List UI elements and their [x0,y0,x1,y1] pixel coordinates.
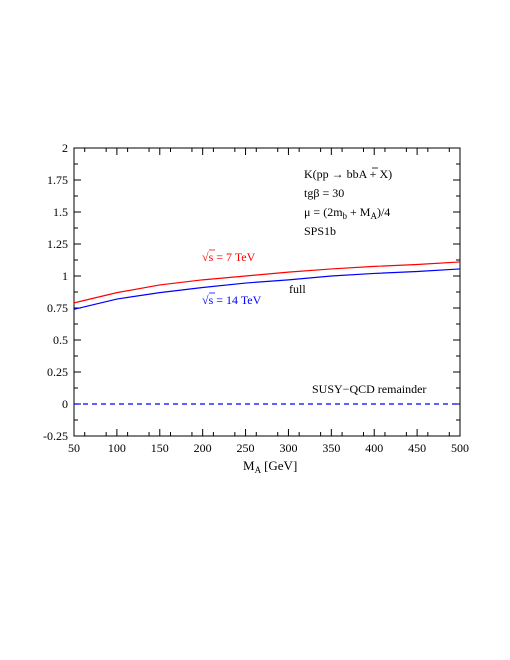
x-axis-label: MA [GeV] [243,458,297,475]
x-tick-label: 450 [408,441,426,455]
mu-label: μ = (2mb + MA)/4 [304,205,390,221]
y-tick-labels: -0.25 0 0.25 0.5 0.75 1 1.25 1.5 1.75 2 [43,141,68,443]
x-tick-label: 250 [237,441,255,455]
x-tick-label: 100 [108,441,126,455]
series-group [73,261,461,405]
axis-ticks [73,147,461,437]
y-tick-label: -0.25 [43,429,68,443]
series-line-1 [73,268,461,310]
y-tick-label: 1.25 [47,237,68,251]
x-tick-label: 300 [279,441,297,455]
full-label: full [289,282,306,296]
x-tick-labels: 50 100 150 200 250 300 350 400 450 500 [68,441,469,455]
sps-label: SPS1b [304,224,336,238]
y-tick-label: 0 [62,397,68,411]
tgbeta-label: tgβ = 30 [304,186,344,200]
y-tick-label: 1.75 [47,173,68,187]
y-tick-label: 1.5 [53,205,68,219]
sqrt-s-7-label: √s = 7 TeV [202,250,256,264]
x-tick-label: 200 [194,441,212,455]
x-tick-label: 350 [322,441,340,455]
process-label: K(pp → bbA + X) [304,167,392,181]
y-tick-label: 0.5 [53,333,68,347]
x-tick-label: 50 [68,441,80,455]
remainder-label: SUSY−QCD remainder [312,382,426,396]
y-tick-label: 1 [62,269,68,283]
x-tick-label: 400 [365,441,383,455]
x-tick-label: 150 [151,441,169,455]
y-tick-label: 0.75 [47,301,68,315]
y-tick-label: 0.25 [47,365,68,379]
series-line-0 [73,261,461,304]
x-tick-label: 500 [451,441,469,455]
sqrt-s-14-label: √s = 14 TeV [202,293,262,307]
y-tick-label: 2 [62,141,68,155]
